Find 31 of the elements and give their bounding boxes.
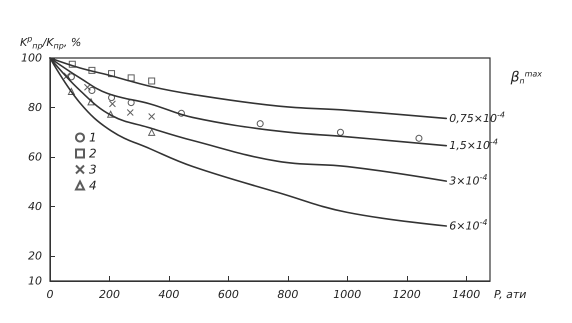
legend-label: 2: [89, 146, 97, 160]
x-tick-label: 1000: [333, 288, 362, 301]
legend-label: 3: [89, 162, 97, 176]
x-tick-label: 200: [98, 288, 120, 301]
x-tick-label: 800: [277, 288, 298, 301]
point: [336, 128, 344, 136]
legend-label: 4: [89, 178, 97, 192]
x-tick-label: 1200: [392, 288, 421, 301]
x-tick-label: 400: [158, 288, 180, 301]
x-tick-label: 1400: [452, 288, 480, 301]
y-tick-label: 100: [21, 52, 42, 64]
point: [148, 128, 156, 136]
point: [63, 72, 70, 80]
y-tick-label: 80: [28, 101, 42, 114]
x-tick-label: 600: [218, 288, 239, 301]
y-tick-label: 60: [28, 150, 42, 164]
y-tick-label: 10: [28, 274, 42, 288]
legend-label: 1: [89, 130, 97, 144]
y-tick-label: 40: [28, 200, 42, 214]
point: [256, 120, 264, 128]
x-tick-label: 0: [46, 288, 54, 301]
point: [148, 78, 156, 85]
point: [148, 112, 156, 120]
x-axis-title: P, ати: [494, 288, 526, 301]
legend-title: βnmax: [510, 70, 542, 86]
point: [84, 84, 91, 91]
point: [126, 109, 134, 116]
y-tick-label: 20: [28, 250, 42, 263]
point: [108, 100, 116, 108]
point: [88, 86, 96, 94]
point: [415, 134, 422, 142]
